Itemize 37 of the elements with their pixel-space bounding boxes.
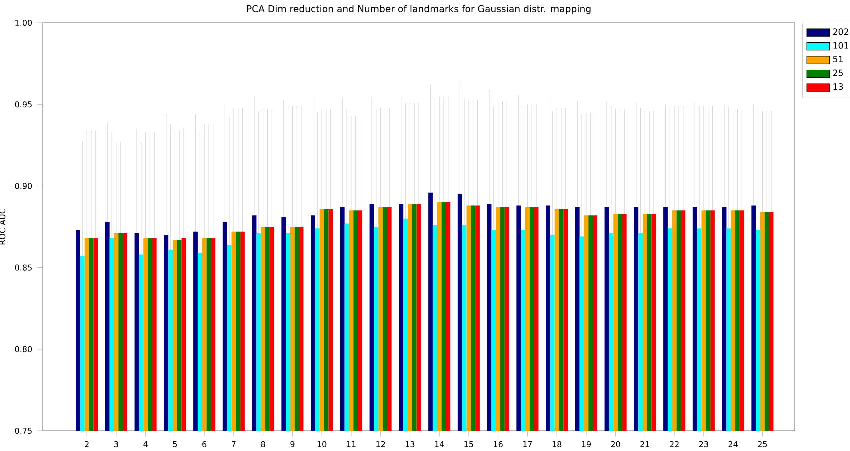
x-tick-label: 16 bbox=[494, 441, 503, 448]
x-tick-label: 24 bbox=[728, 441, 738, 448]
y-tick-label: 0.95 bbox=[15, 102, 32, 108]
x-tick-label: 20 bbox=[611, 441, 620, 448]
x-tick-label: 12 bbox=[376, 441, 386, 448]
legend-label: 101 bbox=[834, 42, 848, 49]
x-tick-label: 9 bbox=[290, 441, 295, 448]
legend-label: 13 bbox=[834, 84, 844, 90]
y-tick-label: 1.00 bbox=[16, 20, 32, 26]
x-tick-label: 14 bbox=[435, 441, 444, 448]
x-tick-label: 7 bbox=[232, 441, 236, 448]
y-tick-label: 0.85 bbox=[15, 264, 32, 271]
x-tick-label: 4 bbox=[144, 441, 148, 448]
x-tick-label: 13 bbox=[406, 441, 415, 448]
x-tick-label: 23 bbox=[699, 441, 708, 448]
x-tick-label: 21 bbox=[640, 441, 650, 448]
legend-label: 25 bbox=[833, 70, 844, 76]
x-tick-label: 15 bbox=[464, 441, 474, 448]
y-tick-label: 0.75 bbox=[15, 428, 32, 434]
x-tick-label: 25 bbox=[758, 441, 768, 448]
y-tick-label: 0.80 bbox=[15, 346, 32, 352]
x-tick-label: 2 bbox=[85, 441, 89, 448]
x-tick-label: 17 bbox=[523, 441, 532, 448]
x-tick-label: 5 bbox=[173, 441, 178, 448]
x-tick-label: 22 bbox=[670, 441, 679, 448]
x-tick-label: 18 bbox=[552, 441, 562, 448]
x-tick-label: 6 bbox=[202, 441, 207, 448]
y-tick-label: 0.90 bbox=[15, 183, 32, 190]
chart-title: PCA Dim reduction and Number of landmarks for Gaussian distr. mapping bbox=[247, 5, 591, 14]
legend-label: 202 bbox=[833, 28, 848, 36]
x-tick-label: 3 bbox=[114, 441, 118, 448]
y-axis-title: ROC AUC bbox=[0, 208, 6, 245]
legend-label: 51 bbox=[833, 56, 843, 63]
x-tick-label: 10 bbox=[318, 441, 327, 448]
x-tick-label: 8 bbox=[261, 441, 266, 448]
x-tick-label: 11 bbox=[347, 441, 356, 448]
x-tick-label: 19 bbox=[582, 441, 591, 448]
